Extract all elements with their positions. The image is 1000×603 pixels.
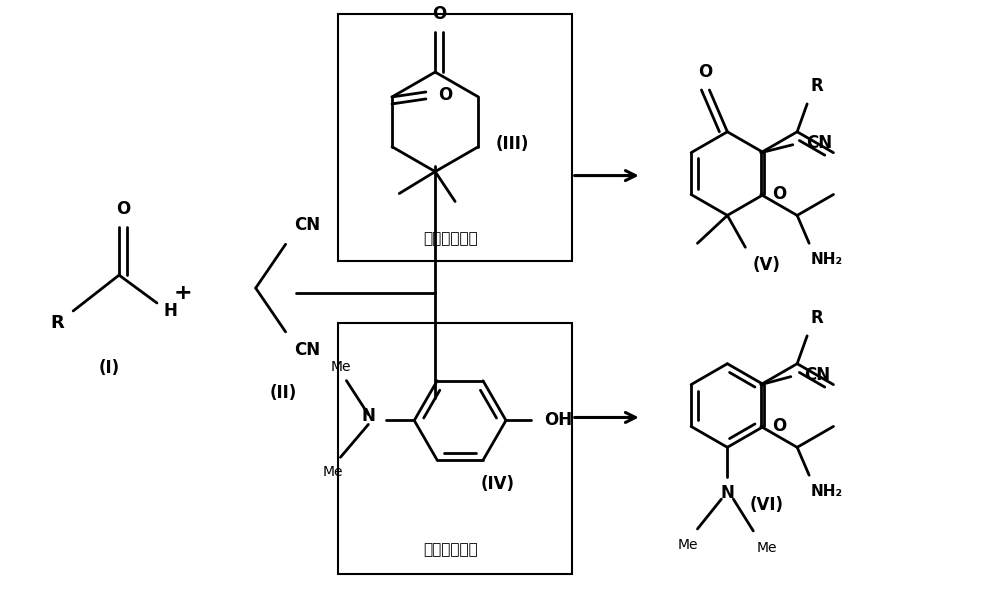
Text: CN: CN (804, 365, 830, 384)
Text: 蛋白质，球磨: 蛋白质，球磨 (423, 542, 478, 557)
Text: R: R (50, 314, 64, 332)
Text: N: N (720, 484, 734, 502)
Text: O: O (116, 200, 130, 218)
Bar (338, 323, 572, 573)
Text: Me: Me (757, 541, 778, 555)
Text: Me: Me (677, 538, 698, 552)
Text: +: + (174, 283, 192, 303)
Text: O: O (698, 63, 713, 81)
Text: O: O (432, 5, 446, 24)
Text: (I): (I) (99, 359, 120, 377)
Text: CN: CN (294, 216, 321, 235)
Text: OH: OH (544, 411, 572, 429)
Text: (II): (II) (270, 384, 297, 402)
Text: NH₂: NH₂ (811, 251, 843, 267)
Text: O: O (438, 86, 452, 104)
Bar (338, 14, 572, 261)
Text: 蛋白质，球磨: 蛋白质，球磨 (423, 231, 478, 246)
Text: CN: CN (806, 134, 832, 152)
Text: CN: CN (294, 341, 321, 359)
Text: N: N (361, 408, 375, 426)
Text: (IV): (IV) (481, 475, 515, 493)
Text: Me: Me (330, 360, 351, 374)
Text: (VI): (VI) (749, 496, 783, 514)
Text: O: O (772, 417, 786, 435)
Text: (V): (V) (752, 256, 780, 274)
Text: (III): (III) (495, 134, 529, 153)
Text: O: O (772, 186, 786, 203)
Text: R: R (811, 77, 823, 95)
Text: R: R (811, 309, 823, 327)
Text: NH₂: NH₂ (811, 484, 843, 499)
Text: Me: Me (322, 465, 343, 479)
Text: H: H (164, 302, 178, 320)
